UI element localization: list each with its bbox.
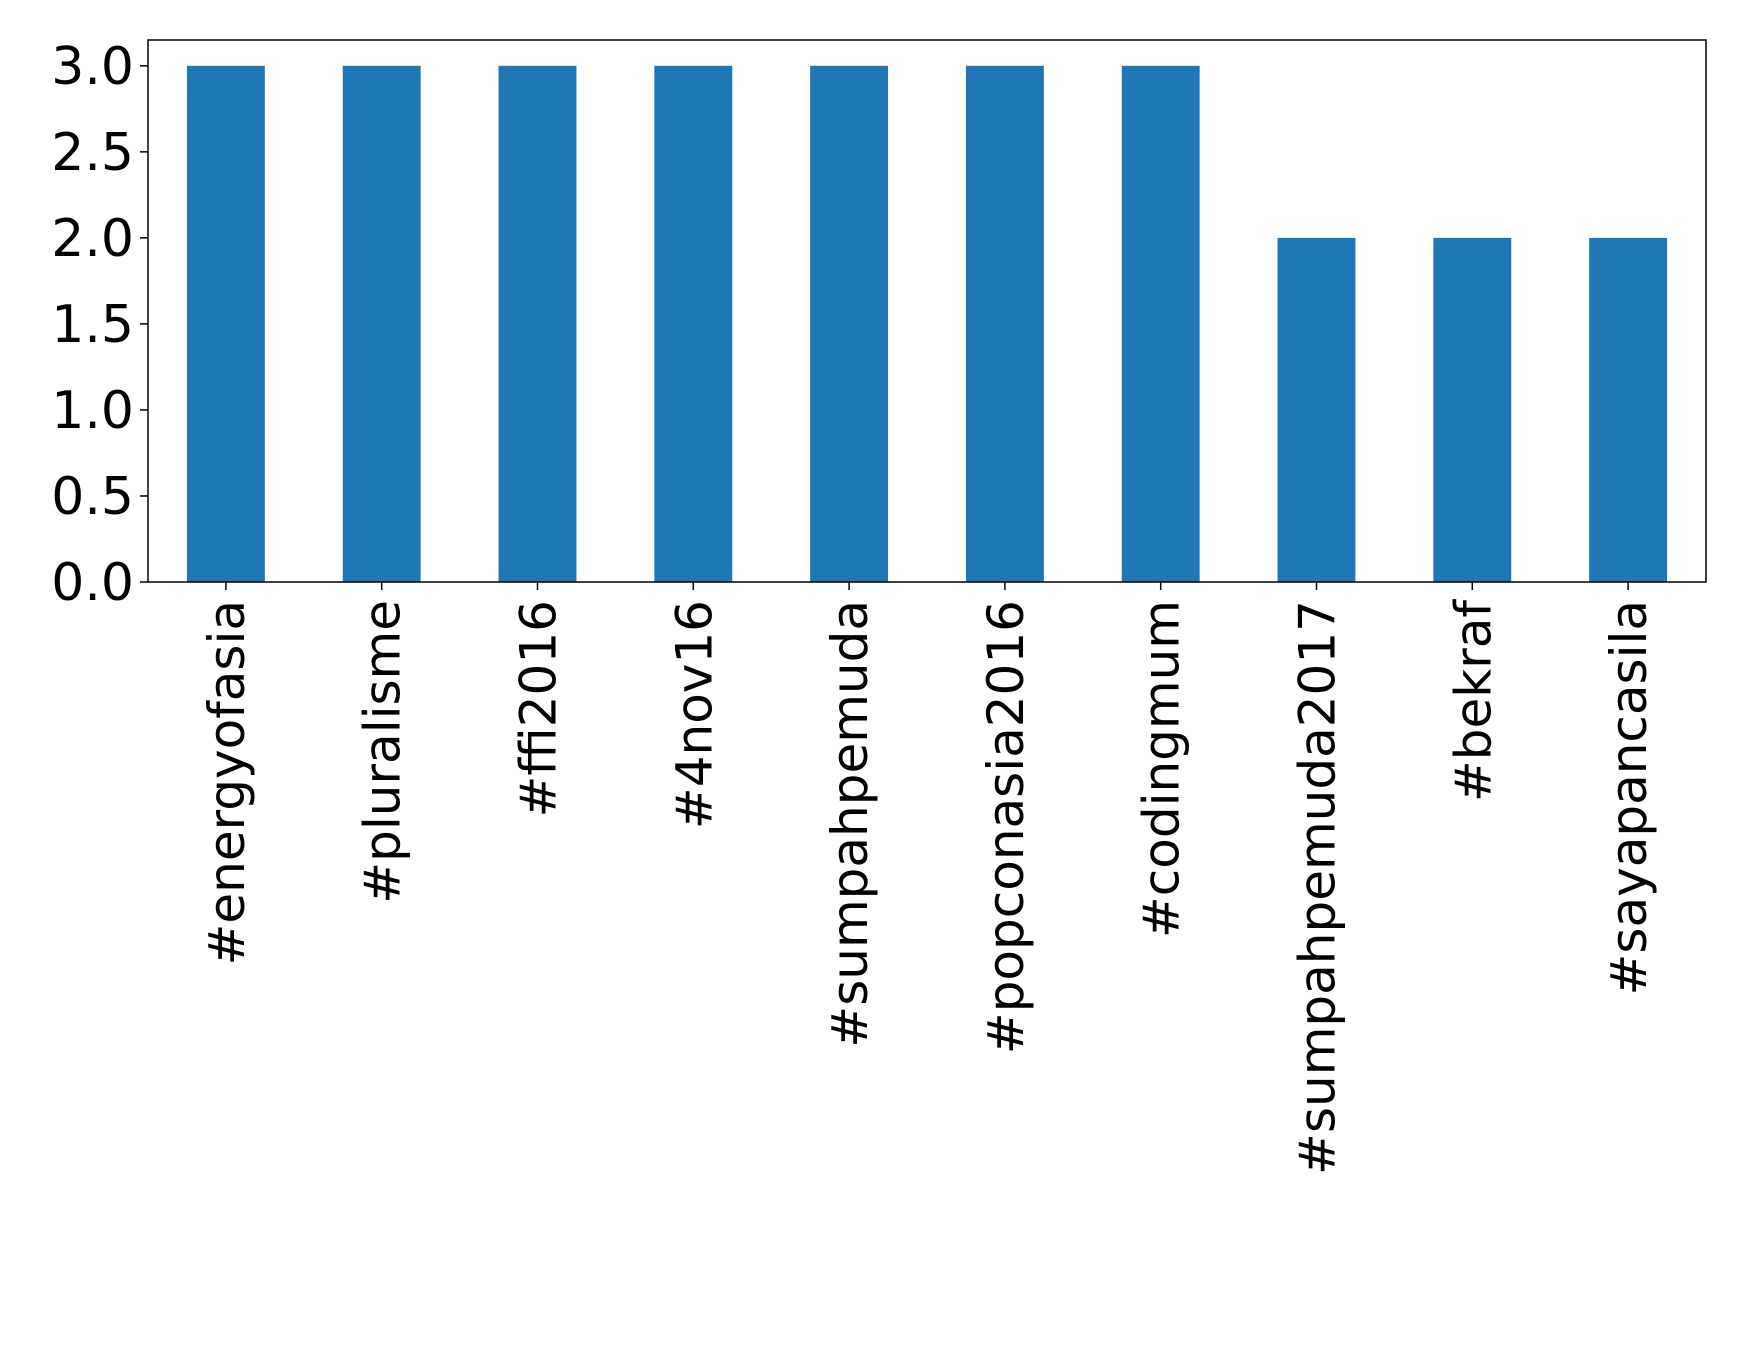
y-tick-label-5: 2.0 xyxy=(51,209,134,269)
y-tick-label-7: 3.0 xyxy=(51,37,134,97)
bars-group xyxy=(186,65,1668,583)
bar-8 xyxy=(1277,237,1356,582)
x-tick-label-1: #energyofasia xyxy=(198,600,256,966)
y-axis: 0.0 0.5 1.0 1.5 2.0 2.5 3.0 xyxy=(51,37,148,613)
y-tick-label-2: 0.5 xyxy=(51,467,134,527)
x-tick-label-6: #popconasia2016 xyxy=(977,600,1035,1054)
x-tick-label-10: #sayapancasila xyxy=(1600,600,1658,995)
bar-6 xyxy=(965,65,1044,583)
x-tick-label-4: #4nov16 xyxy=(665,600,723,829)
x-tick-label-3: #ffi2016 xyxy=(510,600,568,817)
bar-10 xyxy=(1589,237,1668,582)
y-tick-label-1: 0.0 xyxy=(51,553,134,613)
bar-5 xyxy=(810,65,889,583)
x-tick-label-9: #bekraf xyxy=(1444,599,1502,803)
x-tick-label-7: #codingmum xyxy=(1133,600,1191,938)
x-tick-label-2: #pluralisme xyxy=(354,600,412,904)
y-tick-label-3: 1.0 xyxy=(51,381,134,441)
plot-frame xyxy=(147,39,1707,583)
x-tick-label-8: #sumpahpemuda2017 xyxy=(1289,600,1347,1175)
y-tick-label-4: 1.5 xyxy=(51,295,134,355)
bar-4 xyxy=(654,65,733,583)
x-tick-label-5: #sumpahpemuda xyxy=(821,600,879,1048)
bar-7 xyxy=(1121,65,1200,583)
x-axis: #energyofasia #pluralisme #ffi2016 #4nov16 #… xyxy=(198,582,1658,1175)
bar-3 xyxy=(498,65,577,583)
bar-2 xyxy=(342,65,421,583)
y-tick-label-6: 2.5 xyxy=(51,123,134,183)
bar-1 xyxy=(186,65,265,583)
bar-9 xyxy=(1433,237,1512,582)
